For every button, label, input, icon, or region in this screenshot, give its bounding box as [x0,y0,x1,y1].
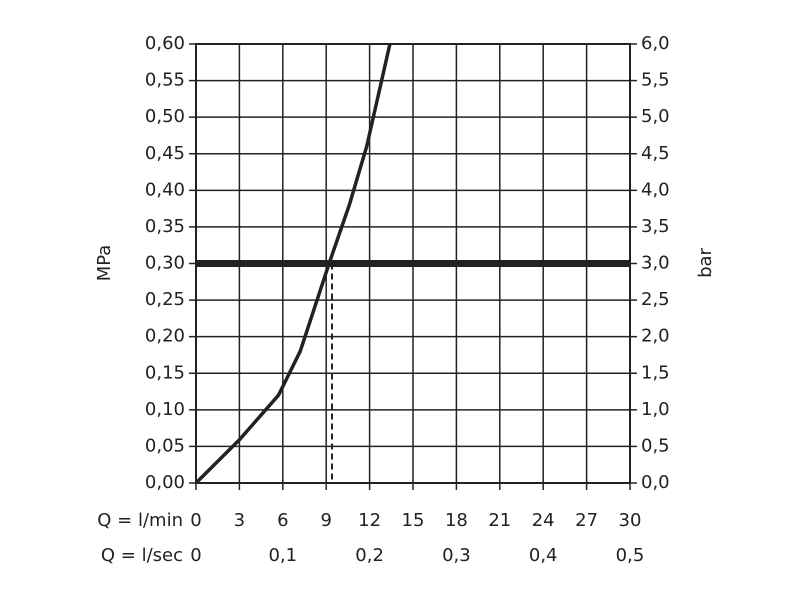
x-tick-label: 9 [320,510,331,531]
y-tick-label: 0,15 [145,362,185,383]
curve [194,43,392,485]
y2-tick-label: 1,0 [641,399,670,420]
x2-tick-label: 0,4 [529,545,558,566]
y-tick-label: 0,30 [145,253,185,274]
y2-tick-label: 1,5 [641,362,670,383]
y-tick-label: 0,00 [145,472,185,493]
y2-tick-label: 0,0 [641,472,670,493]
x2-tick-label: 0 [190,545,201,566]
x-axis-label: Q = l/min [97,510,183,531]
y-tick-label: 0,40 [145,179,185,200]
y2-tick-label: 3,0 [641,253,670,274]
y-tick-label: 0,10 [145,399,185,420]
x-tick-label: 15 [402,510,425,531]
y-tick-label: 0,50 [145,106,185,127]
x2-axis-label: Q = l/sec [101,545,183,566]
y-axis-label: MPa [94,245,115,282]
y2-tick-label: 4,0 [641,179,670,200]
y2-tick-label: 2,5 [641,289,670,310]
x-tick-label: 21 [488,510,511,531]
y2-tick-label: 2,0 [641,326,670,347]
x2-tick-label: 0,2 [355,545,384,566]
y2-tick-label: 0,5 [641,435,670,456]
x-tick-label: 6 [277,510,288,531]
y-tick-label: 0,25 [145,289,185,310]
y2-tick-label: 5,0 [641,106,670,127]
x-tick-label: 3 [234,510,245,531]
y2-tick-label: 5,5 [641,70,670,91]
x-tick-label: 30 [619,510,642,531]
y2-tick-label: 6,0 [641,33,670,54]
y-tick-label: 0,55 [145,70,185,91]
y-tick-label: 0,35 [145,216,185,237]
y2-tick-label: 3,5 [641,216,670,237]
x-tick-label: 27 [575,510,598,531]
y-tick-label: 0,20 [145,326,185,347]
x-tick-label: 0 [190,510,201,531]
x-tick-label: 18 [445,510,468,531]
x2-tick-label: 0,1 [268,545,297,566]
x-tick-label: 24 [532,510,555,531]
x2-tick-label: 0,5 [616,545,645,566]
y-tick-label: 0,60 [145,33,185,54]
y-tick-label: 0,05 [145,435,185,456]
y-tick-label: 0,45 [145,143,185,164]
y2-axis-label: bar [695,247,716,277]
x-tick-label: 12 [358,510,381,531]
x2-tick-label: 0,3 [442,545,471,566]
y2-tick-label: 4,5 [641,143,670,164]
